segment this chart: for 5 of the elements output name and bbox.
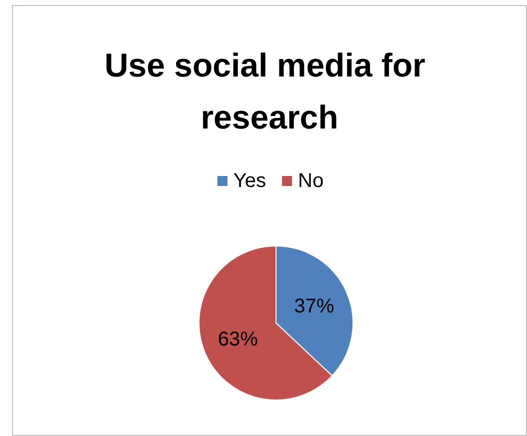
data-label: 63% (218, 328, 258, 350)
legend-label: Yes (233, 170, 266, 192)
data-label: 37% (294, 296, 334, 318)
chart-title: Use social media for research (104, 46, 435, 136)
legend-label: No (298, 170, 324, 192)
